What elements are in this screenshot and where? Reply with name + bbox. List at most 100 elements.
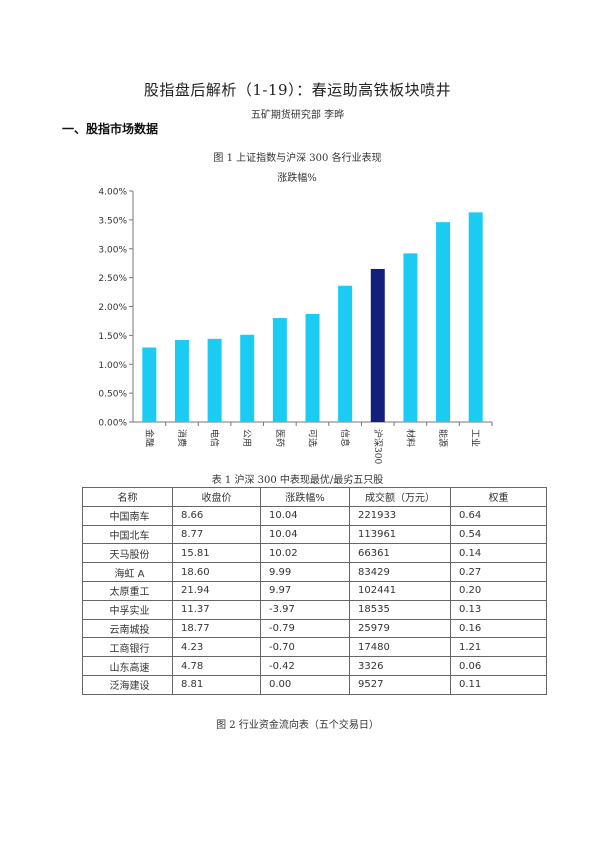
cell-close: 8.77 — [172, 524, 261, 545]
author-line: 五矿期货研究部 李晔 — [250, 110, 345, 121]
cell-change: -0.70 — [260, 637, 350, 658]
bar — [305, 314, 320, 422]
x-tick-label: 材料 — [404, 429, 416, 447]
y-tick-label: 4.00% — [98, 188, 127, 198]
cell-change: 10.04 — [260, 505, 350, 526]
cell-turnover: 102441 — [349, 580, 451, 601]
bar — [174, 339, 189, 422]
cell-close: 21.94 — [172, 580, 261, 601]
x-tick-label: 金融 — [143, 429, 155, 447]
cell-weight: 1.21 — [450, 637, 547, 658]
x-tick-label: 消费 — [176, 429, 188, 447]
bar — [370, 268, 385, 422]
table-body: 中国南车 8.66 10.04 221933 0.64 中国北车 8.77 10.04 1139… — [82, 505, 547, 695]
y-tick-label: 1.50% — [98, 332, 127, 342]
cell-turnover: 221933 — [349, 505, 451, 526]
cell-change: -3.97 — [260, 599, 350, 620]
cell-name: 工商银行 — [82, 637, 173, 658]
table-row: 中国南车 8.66 10.04 221933 0.64 — [82, 505, 547, 526]
table-row: 工商银行 4.23 -0.70 17480 1.21 — [82, 637, 547, 658]
cell-name: 太原重工 — [82, 580, 173, 601]
cell-name: 天马股份 — [82, 543, 173, 564]
cell-close: 15.81 — [172, 543, 261, 564]
bar — [403, 253, 418, 422]
y-tick-label: 2.00% — [98, 303, 127, 313]
bar — [436, 222, 451, 422]
cell-close: 18.77 — [172, 618, 261, 639]
cell-close: 4.78 — [172, 656, 261, 676]
header-turnover: 成交额（万元） — [349, 487, 451, 507]
table1-caption: 表 1 沪深 300 中表现最优/最劣五只股 — [211, 475, 384, 486]
cell-name: 云南城投 — [82, 618, 173, 639]
cell-close: 4.23 — [172, 637, 261, 658]
header-close: 收盘价 — [172, 487, 261, 507]
cell-close: 8.66 — [172, 505, 261, 526]
header-name: 名称 — [82, 487, 173, 507]
table-header-row: 名称 收盘价 涨跌幅% 成交额（万元） 权重 — [82, 487, 547, 507]
figure1-caption: 图 1 上证指数与沪深 300 各行业表现 — [213, 153, 382, 164]
figure2-caption: 图 2 行业资金流向表（五个交易日） — [216, 720, 379, 731]
cell-close: 11.37 — [172, 599, 261, 620]
cell-turnover: 83429 — [349, 562, 451, 582]
bar — [468, 212, 483, 422]
cell-change: 9.99 — [260, 562, 350, 582]
cell-close: 8.81 — [172, 674, 261, 695]
x-tick-label: 医药 — [274, 429, 285, 447]
cell-weight: 0.27 — [450, 562, 547, 582]
bar — [240, 334, 255, 422]
cell-turnover: 18535 — [349, 599, 451, 620]
y-tick-label: 3.00% — [98, 245, 127, 255]
table-row: 泛海建设 8.81 0.00 9527 0.11 — [82, 674, 547, 695]
cell-change: -0.79 — [260, 618, 350, 639]
x-tick-label: 可选 — [307, 429, 319, 447]
cell-weight: 0.11 — [450, 674, 547, 695]
bar — [142, 347, 157, 422]
cell-weight: 0.14 — [450, 543, 547, 564]
cell-weight: 0.13 — [450, 599, 547, 620]
y-tick-label: 2.50% — [98, 274, 127, 284]
table-row: 山东高速 4.78 -0.42 3326 0.06 — [82, 656, 547, 676]
document-title: 股指盘后解析（1-19）：春运助高铁板块喷井 — [143, 81, 452, 99]
bar-chart: 涨跌幅% 0.00% 0.50% 1.00% 1.50% 2.00% 2.50% 3.00% 3… — [98, 171, 493, 464]
x-tick-label: 信息 — [339, 429, 351, 447]
cell-change: 9.97 — [260, 580, 350, 601]
bar — [338, 285, 353, 422]
x-tick-label: 能源 — [437, 429, 449, 447]
cell-turnover: 9527 — [349, 674, 451, 695]
cell-name: 泛海建设 — [82, 674, 173, 695]
y-tick-label: 3.50% — [98, 216, 127, 226]
cell-name: 中孚实业 — [82, 599, 173, 620]
cell-change: 10.02 — [260, 543, 350, 564]
stock-table: 名称 收盘价 涨跌幅% 成交额（万元） 权重 中国南车 8.66 10.04 2219… — [82, 487, 547, 695]
y-tick-label: 1.00% — [98, 361, 127, 371]
table-row: 中孚实业 11.37 -3.97 18535 0.13 — [82, 599, 547, 620]
cell-weight: 0.16 — [450, 618, 547, 639]
x-tick-label: 沪深300 — [372, 429, 384, 464]
cell-turnover: 17480 — [349, 637, 451, 658]
cell-turnover: 113961 — [349, 524, 451, 545]
cell-weight: 0.20 — [450, 580, 547, 601]
cell-name: 中国北车 — [82, 524, 173, 545]
cell-change: -0.42 — [260, 656, 350, 676]
cell-change: 10.04 — [260, 524, 350, 545]
x-tick-label: 公用 — [241, 429, 252, 447]
y-tick-label: 0.50% — [98, 390, 127, 400]
cell-change: 0.00 — [260, 674, 350, 695]
cell-weight: 0.64 — [450, 505, 547, 526]
table-row: 中国北车 8.77 10.04 113961 0.54 — [82, 524, 547, 545]
section-heading: 一、股指市场数据 — [62, 122, 159, 136]
table-row: 云南城投 18.77 -0.79 25979 0.16 — [82, 618, 547, 639]
cell-turnover: 25979 — [349, 618, 451, 639]
cell-turnover: 3326 — [349, 656, 451, 676]
cell-turnover: 66361 — [349, 543, 451, 564]
bar — [207, 338, 222, 422]
header-weight: 权重 — [450, 487, 547, 507]
cell-name: 中国南车 — [82, 505, 173, 526]
cell-name: 山东高速 — [82, 656, 173, 676]
chart-title: 涨跌幅% — [277, 171, 317, 184]
cell-close: 18.60 — [172, 562, 261, 582]
y-tick-label: 0.00% — [98, 419, 127, 429]
table-row: 海虹 A 18.60 9.99 83429 0.27 — [82, 562, 547, 582]
x-tick-label: 工业 — [470, 429, 481, 447]
bar — [272, 318, 287, 422]
